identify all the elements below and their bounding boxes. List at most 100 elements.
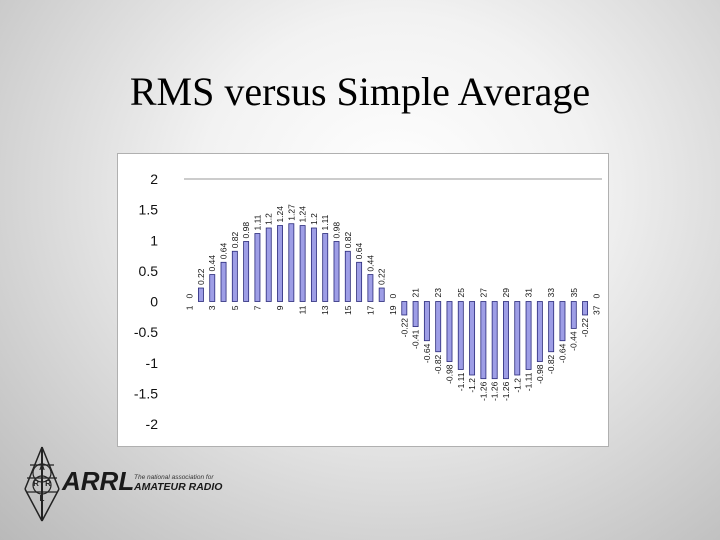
bar xyxy=(333,241,340,302)
x-tick-label: 19 xyxy=(388,305,398,315)
data-label: -1.11 xyxy=(456,372,466,391)
data-label: -0.82 xyxy=(433,354,443,374)
bar xyxy=(322,233,329,302)
bar xyxy=(570,301,577,329)
badge-letter-a: A xyxy=(39,463,45,472)
data-label: 0.64 xyxy=(219,242,229,259)
data-label: -0.64 xyxy=(422,343,432,363)
y-tick-label: 2 xyxy=(150,171,158,187)
chart-area: 2 1.5 1 0.5 0 -0.5 -1 -1.5 -2 0 1 0.22 0.44 3 0.64 0.82… xyxy=(117,153,609,447)
bar xyxy=(480,301,487,380)
data-label: 0.98 xyxy=(241,222,251,239)
data-label: -0.64 xyxy=(557,343,567,363)
x-tick-label: 11 xyxy=(298,305,308,314)
bar xyxy=(469,301,476,376)
data-label: 0.64 xyxy=(354,242,364,259)
data-label: 0.22 xyxy=(196,268,206,285)
data-label: 0.82 xyxy=(343,231,353,248)
data-label: 0 xyxy=(388,294,398,299)
arrl-wordmark: ARRL xyxy=(62,466,135,496)
badge-letter-l: L xyxy=(40,494,45,503)
bar xyxy=(310,227,317,302)
x-tick-label: 9 xyxy=(275,305,285,310)
bar xyxy=(220,261,227,302)
data-label: -0.98 xyxy=(444,364,454,384)
data-label: -0.22 xyxy=(399,318,409,338)
bar xyxy=(457,301,464,370)
bar xyxy=(367,274,374,302)
data-label: 1.24 xyxy=(298,206,308,223)
bar xyxy=(412,301,419,328)
x-tick-label: 33 xyxy=(546,288,556,298)
data-label: -1.11 xyxy=(524,372,534,391)
data-label: 0 xyxy=(591,294,601,299)
y-tick-label: 0 xyxy=(150,294,158,310)
arrl-badge-icon: A R R L xyxy=(24,446,60,522)
bar xyxy=(378,287,385,302)
x-tick-label: 23 xyxy=(433,288,443,298)
data-label: -1.2 xyxy=(512,378,522,393)
bar xyxy=(503,301,509,380)
arrl-logo: A R R L xyxy=(24,446,60,522)
data-label: 0 xyxy=(185,294,195,299)
y-tick-label: -0.5 xyxy=(134,324,158,340)
x-tick-label: 21 xyxy=(411,288,421,298)
bar xyxy=(423,301,430,342)
bar xyxy=(582,301,588,316)
data-label: 1.11 xyxy=(320,214,330,230)
data-label: -1.26 xyxy=(501,381,511,401)
y-tick-label: -2 xyxy=(146,416,159,432)
data-label: 1.2 xyxy=(264,213,274,225)
x-tick-label: 35 xyxy=(569,288,579,298)
bar xyxy=(435,301,442,353)
x-tick-label: 27 xyxy=(478,288,488,298)
logo-tagline-2: AMATEUR RADIO xyxy=(134,481,223,493)
y-tick-label: 0.5 xyxy=(139,263,159,279)
data-label: 0.98 xyxy=(332,222,342,239)
bar xyxy=(243,241,250,302)
data-label: 0.22 xyxy=(377,268,387,285)
bar xyxy=(559,301,566,342)
data-label: 1.11 xyxy=(252,214,262,230)
data-label: -0.98 xyxy=(535,364,545,384)
bar xyxy=(209,274,216,302)
x-tick-label: 1 xyxy=(185,305,195,310)
x-tick-label: 13 xyxy=(320,305,330,315)
bar xyxy=(344,250,351,302)
y-tick-label: -1.5 xyxy=(134,385,158,401)
x-tick-label: 15 xyxy=(343,305,353,315)
x-tick-label: 3 xyxy=(207,305,217,310)
data-label: -0.82 xyxy=(546,354,556,374)
bar xyxy=(288,223,295,302)
data-label: -1.2 xyxy=(467,378,477,393)
data-label: -1.26 xyxy=(490,381,500,401)
x-tick-label: 37 xyxy=(591,305,601,315)
x-tick-label: 17 xyxy=(365,305,375,315)
bar xyxy=(548,301,555,353)
bar xyxy=(356,261,363,302)
bar xyxy=(299,225,306,302)
x-tick-label: 31 xyxy=(524,288,534,298)
x-tick-label: 25 xyxy=(456,288,466,298)
bar xyxy=(254,233,261,302)
bar xyxy=(536,301,543,362)
data-label: -0.44 xyxy=(569,331,579,351)
badge-letter-r1: R xyxy=(33,479,39,488)
x-tick-label: 5 xyxy=(230,305,240,310)
data-label: 1.2 xyxy=(309,213,319,225)
bar xyxy=(514,301,521,376)
data-label: 0.44 xyxy=(365,255,375,272)
data-label: 0.82 xyxy=(230,231,240,248)
y-tick-label: 1 xyxy=(150,232,158,248)
slide-title: RMS versus Simple Average xyxy=(129,69,591,114)
bar-chart: 21.510.50-0.5-1-1.5-2010.220.4430.640.82… xyxy=(134,171,602,432)
bar xyxy=(525,301,532,370)
data-label: -0.41 xyxy=(411,329,421,349)
y-tick-label: -1 xyxy=(146,355,159,371)
data-label: -1.26 xyxy=(478,381,488,401)
bar xyxy=(198,287,204,302)
data-label: 1.24 xyxy=(275,206,285,223)
data-label: -0.22 xyxy=(580,318,590,338)
x-tick-label: 29 xyxy=(501,288,511,298)
bar xyxy=(231,250,238,302)
